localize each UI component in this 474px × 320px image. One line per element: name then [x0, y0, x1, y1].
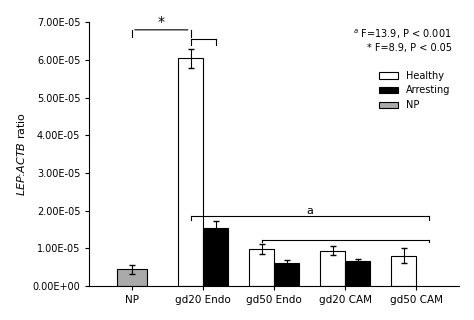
Legend: Healthy, Arresting, NP: Healthy, Arresting, NP: [375, 67, 454, 114]
Bar: [392, 256, 416, 286]
Bar: [203, 228, 228, 286]
Bar: [274, 263, 299, 286]
Bar: [320, 251, 345, 286]
Y-axis label: $\it{LEP}$:$\it{ACTB}$ ratio: $\it{LEP}$:$\it{ACTB}$ ratio: [15, 112, 27, 196]
Bar: [117, 269, 147, 286]
Text: *: *: [158, 15, 165, 29]
Bar: [249, 249, 274, 286]
Text: $^a$ F=13.9, P < 0.001
* F=8.9, P < 0.05: $^a$ F=13.9, P < 0.001 * F=8.9, P < 0.05: [353, 28, 452, 52]
Bar: [345, 261, 370, 286]
Text: a: a: [306, 205, 313, 216]
Bar: [178, 58, 203, 286]
